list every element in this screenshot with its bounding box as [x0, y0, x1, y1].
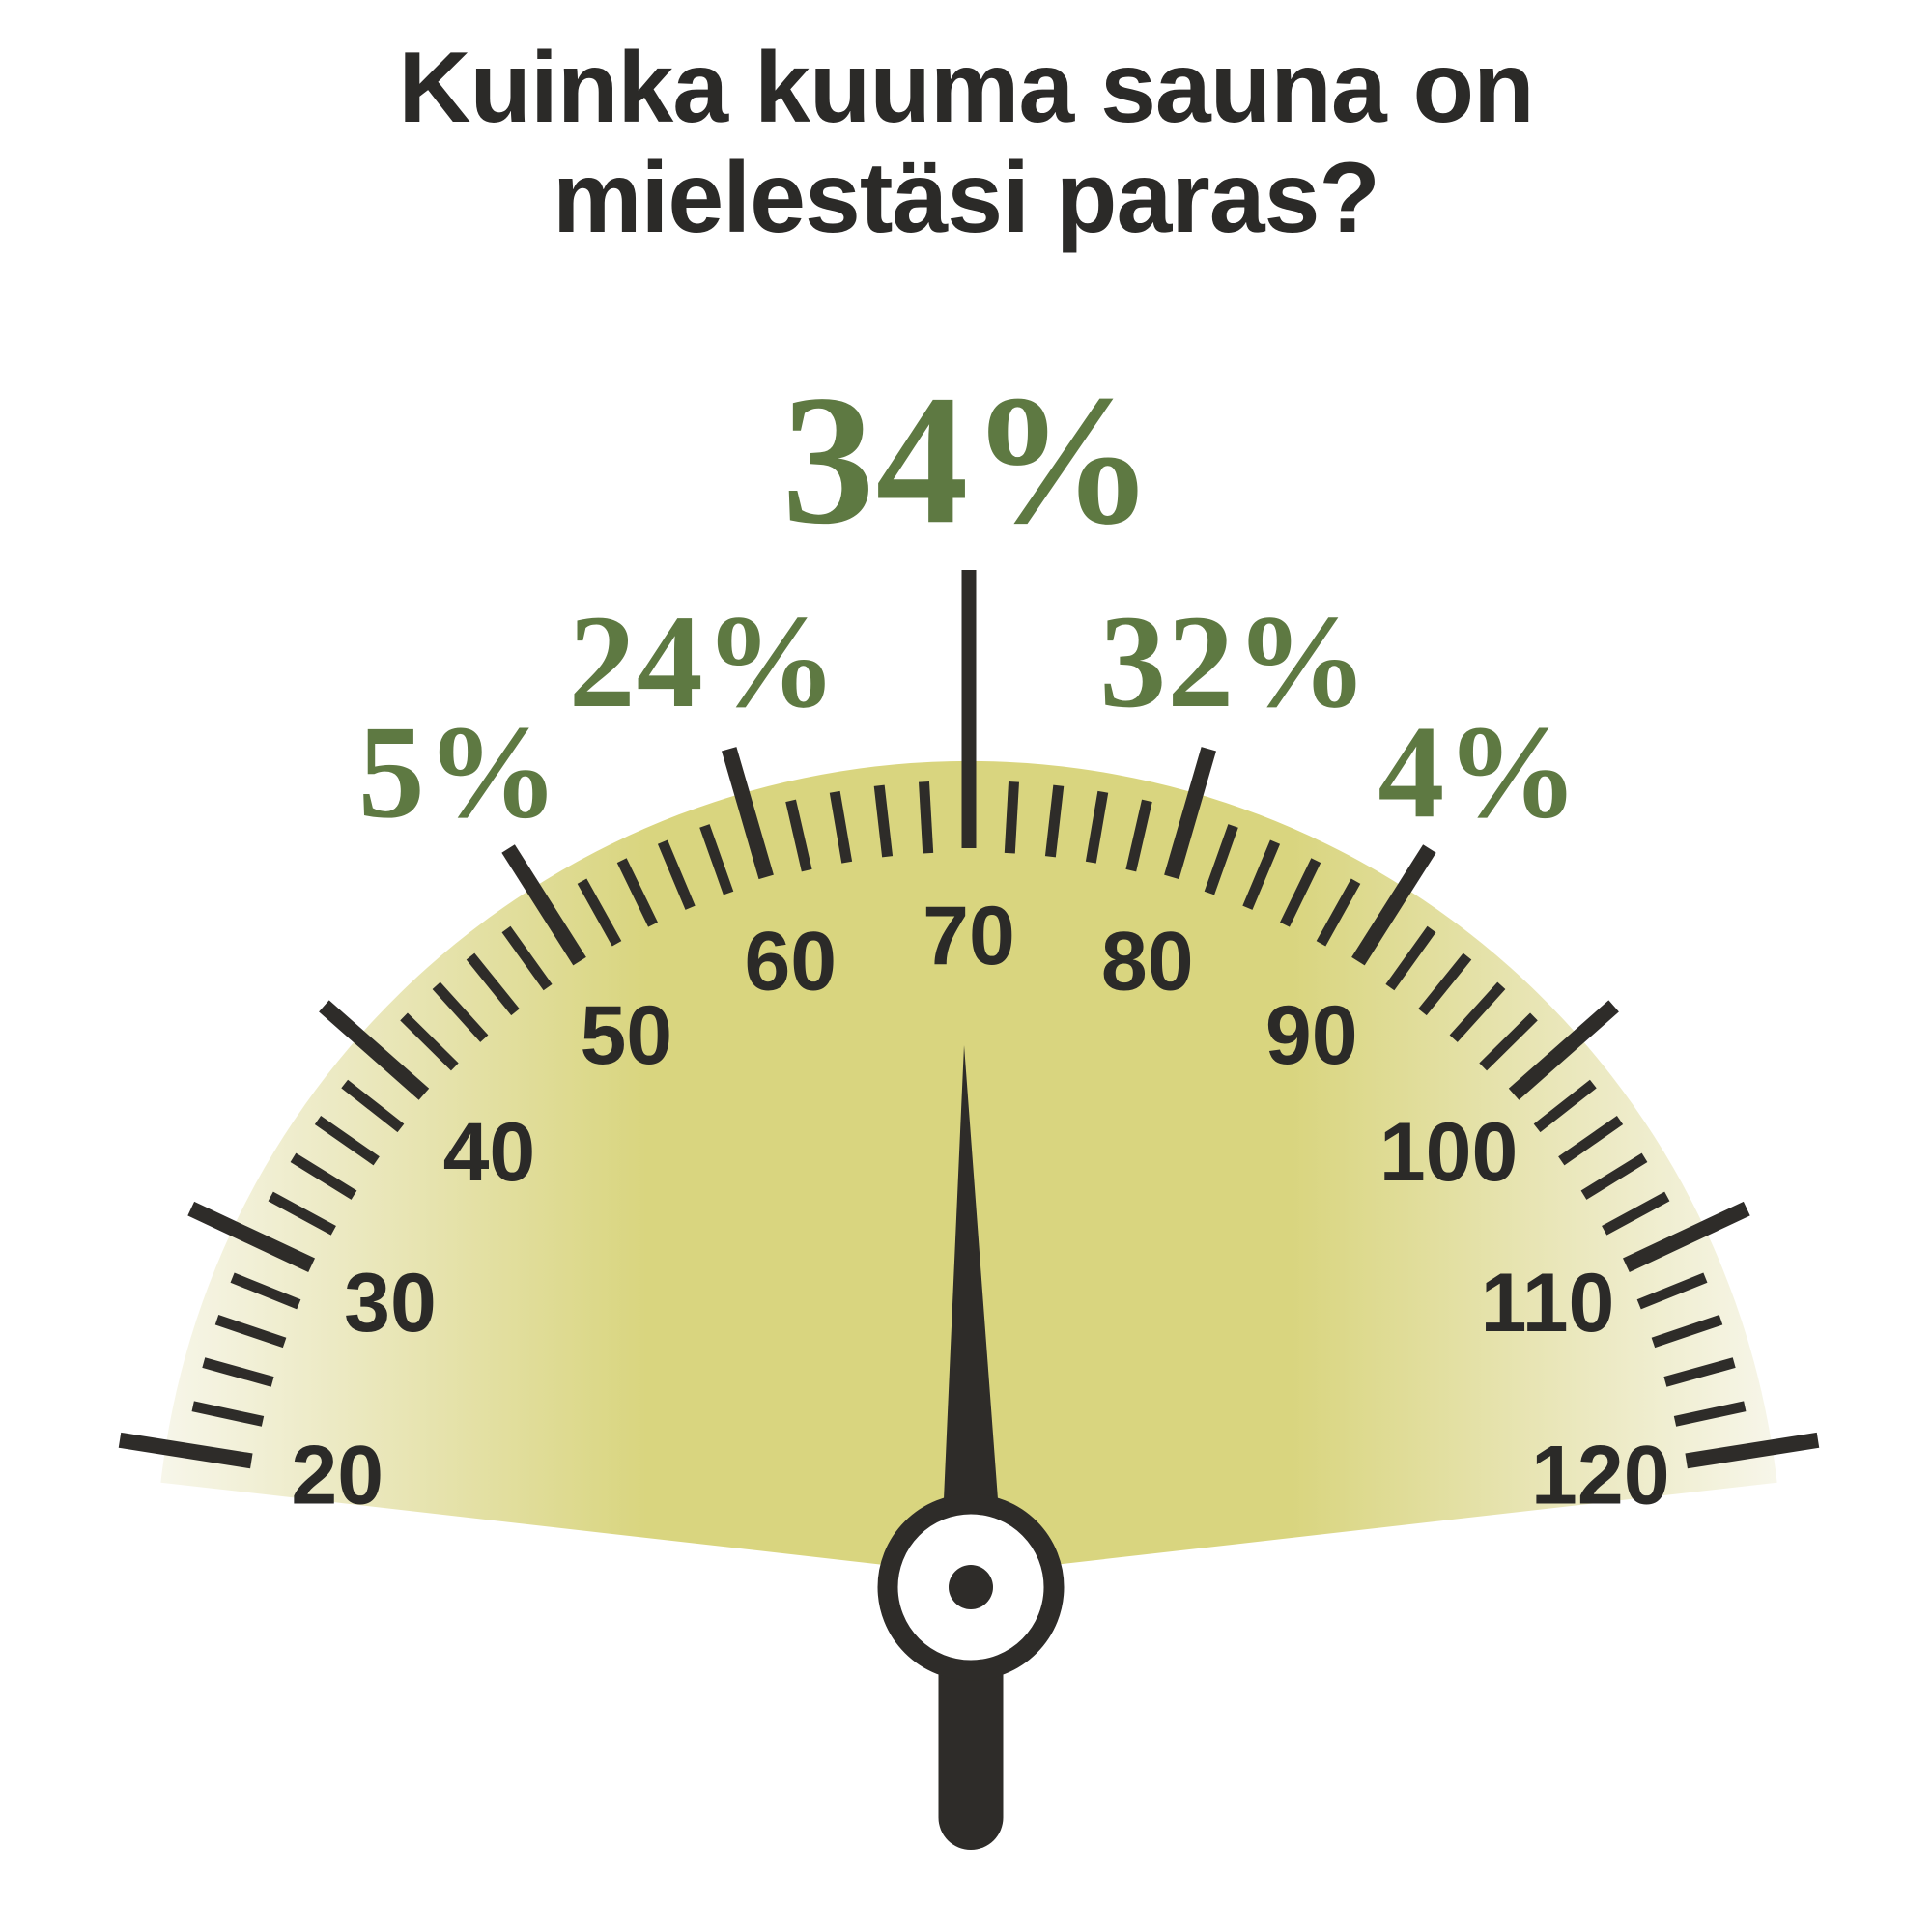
- needle-pivot-dot: [949, 1565, 993, 1609]
- tick-minor-54: [616, 858, 658, 927]
- tick-minor-86: [1280, 858, 1321, 927]
- tick-minor-98: [1479, 1012, 1538, 1071]
- result-label-34: 34%: [782, 356, 1156, 562]
- scale-label-70: 70: [923, 890, 1015, 982]
- tick-minor-32: [268, 1191, 336, 1236]
- tick-minor-106: [1580, 1152, 1648, 1200]
- scale-label-50: 50: [580, 989, 672, 1082]
- scale-label-30: 30: [344, 1257, 437, 1350]
- tick-major-80: [1164, 747, 1216, 880]
- tick-minor-48: [501, 925, 553, 991]
- tick-minor-78: [1125, 799, 1152, 872]
- tick-major-90: [1351, 844, 1436, 966]
- tick-minor-26: [214, 1314, 287, 1349]
- tick-minor-104: [1558, 1115, 1624, 1166]
- tick-minor-82: [1204, 824, 1238, 895]
- scale-label-90: 90: [1265, 989, 1358, 1082]
- chart-title-line1: Kuinka kuuma sauna on: [398, 32, 1534, 144]
- scale-label-110: 110: [1481, 1257, 1615, 1350]
- tick-minor-94: [1418, 952, 1472, 1016]
- result-label-24: 24%: [569, 587, 838, 735]
- tick-minor-42: [400, 1012, 459, 1071]
- tick-major-30: [187, 1201, 316, 1273]
- tick-major-110: [1622, 1201, 1750, 1273]
- chart-title-line2: mielestäsi paras?: [553, 142, 1380, 255]
- tick-major-120: [1685, 1432, 1820, 1469]
- scale-label-100: 100: [1379, 1106, 1519, 1199]
- tick-minor-74: [1044, 784, 1065, 858]
- tick-minor-28: [230, 1272, 301, 1310]
- tick-minor-36: [314, 1115, 380, 1166]
- tick-minor-108: [1602, 1191, 1670, 1236]
- tick-minor-64: [829, 790, 853, 864]
- tick-minor-38: [341, 1079, 405, 1133]
- result-label-4: 4%: [1378, 697, 1579, 845]
- tick-major-40: [319, 1000, 430, 1100]
- tick-major-20: [118, 1432, 253, 1469]
- tick-minor-62: [785, 799, 812, 872]
- tick-minor-44: [432, 981, 489, 1042]
- tick-major-60: [722, 747, 774, 880]
- result-label-32: 32%: [1099, 587, 1369, 735]
- scale-label-60: 60: [744, 915, 837, 1008]
- chart-title: Kuinka kuuma sauna on mielestäsi paras?: [0, 33, 1932, 254]
- tick-minor-68: [919, 781, 934, 854]
- result-label-5: 5%: [358, 697, 560, 845]
- scale-label-80: 80: [1101, 915, 1194, 1008]
- tick-minor-96: [1449, 981, 1506, 1042]
- tick-minor-24: [202, 1357, 274, 1387]
- tick-minor-22: [191, 1401, 265, 1427]
- tick-minor-66: [873, 784, 894, 858]
- tick-minor-102: [1533, 1079, 1597, 1133]
- tick-minor-72: [1004, 781, 1019, 854]
- tick-minor-92: [1385, 925, 1436, 991]
- tick-minor-46: [466, 952, 520, 1016]
- scale-label-120: 120: [1531, 1429, 1670, 1521]
- scale-label-20: 20: [291, 1429, 384, 1521]
- tick-minor-76: [1085, 790, 1109, 864]
- scale-label-40: 40: [443, 1106, 536, 1199]
- tick-minor-52: [577, 878, 622, 947]
- tick-minor-34: [290, 1152, 357, 1200]
- tick-minor-114: [1651, 1314, 1723, 1349]
- tick-major-100: [1508, 1000, 1619, 1100]
- tick-minor-112: [1636, 1272, 1708, 1310]
- tick-minor-118: [1673, 1401, 1747, 1427]
- tick-minor-56: [657, 839, 696, 910]
- tick-minor-88: [1316, 878, 1361, 947]
- needle: [944, 1045, 998, 1499]
- tick-minor-84: [1242, 839, 1281, 910]
- tick-minor-116: [1663, 1357, 1736, 1387]
- tick-minor-58: [699, 824, 734, 895]
- tick-major-50: [501, 844, 586, 966]
